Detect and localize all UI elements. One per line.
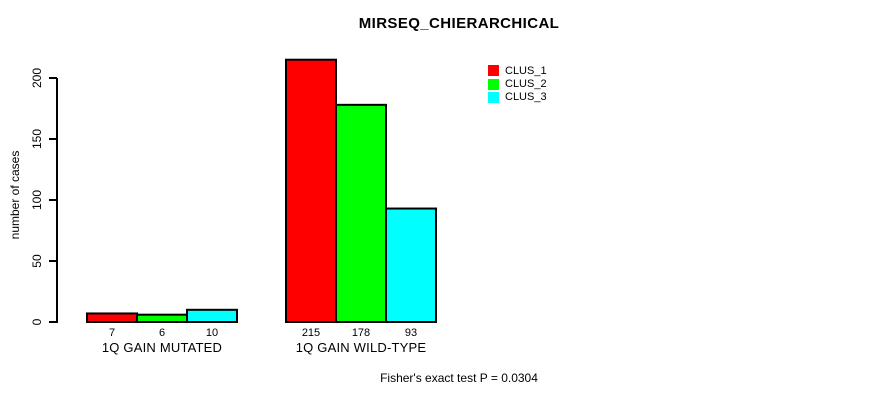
legend-label: CLUS_3	[505, 91, 547, 104]
legend-swatch-icon	[488, 78, 499, 90]
legend-item-CLUS_1: CLUS_1	[488, 64, 547, 77]
bar-CLUS_1-1q-gain-wild-type	[285, 58, 337, 323]
y-axis-tick-label: 0	[30, 318, 44, 326]
chart-title: MIRSEQ_CHIERARCHICAL	[358, 15, 560, 32]
legend-label: CLUS_2	[505, 78, 547, 91]
y-axis-tick-label: 200	[30, 67, 44, 89]
y-axis-tick-label: 150	[30, 128, 44, 150]
bar-CLUS_1-1q-gain-mutated	[86, 312, 138, 323]
bar-value-label: 215	[301, 327, 321, 339]
bar-value-label: 6	[158, 327, 166, 339]
bar-value-label: 93	[404, 327, 418, 339]
bar-CLUS_2-1q-gain-wild-type	[335, 103, 387, 323]
y-axis-tick-label: 50	[30, 254, 44, 268]
legend-swatch-icon	[488, 65, 499, 77]
y-axis-tick-label: 100	[30, 189, 44, 211]
legend-item-CLUS_2: CLUS_2	[488, 77, 547, 90]
legend-swatch-icon	[488, 91, 499, 103]
bar-value-label: 7	[108, 327, 116, 339]
bar-CLUS_3-1q-gain-mutated	[186, 308, 238, 323]
x-category-label-1q-gain-mutated: 1Q GAIN MUTATED	[101, 340, 223, 355]
x-category-label-1q-gain-wild-type: 1Q GAIN WILD-TYPE	[295, 340, 427, 355]
bar-CLUS_2-1q-gain-mutated	[136, 313, 188, 323]
legend-item-CLUS_3: CLUS_3	[488, 91, 547, 104]
bar-value-label: 10	[205, 327, 219, 339]
legend-label: CLUS_1	[505, 64, 547, 77]
stat-note: Fisher's exact test P = 0.0304	[380, 371, 538, 385]
bar-CLUS_3-1q-gain-wild-type	[385, 207, 437, 323]
bar-value-label: 178	[351, 327, 371, 339]
legend: CLUS_1 CLUS_2 CLUS_3	[488, 64, 547, 104]
